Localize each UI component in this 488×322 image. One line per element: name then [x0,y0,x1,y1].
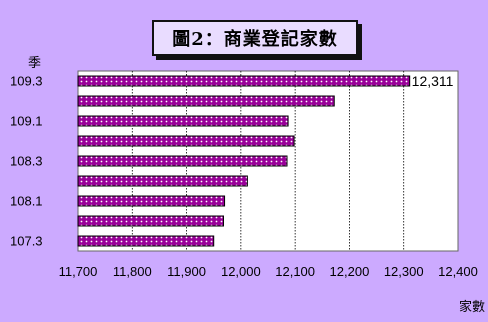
y-axis-title: 季 [28,55,41,70]
x-tick-label: 12,200 [330,264,370,279]
bar [77,135,295,147]
x-tick-label: 12,300 [384,264,424,279]
bar [77,235,215,247]
x-tick-label: 11,800 [113,264,152,279]
y-tick-label: 108.3 [10,154,43,169]
x-tick-label: 12,000 [221,264,261,279]
x-tick-label: 12,100 [275,264,315,279]
x-tick-label: 12,400 [438,264,478,279]
bar [77,95,335,107]
bar [77,75,411,87]
y-tick-label: 109.1 [10,114,43,129]
bar [77,195,226,207]
data-label: 12,311 [412,73,454,89]
x-tick-label: 11,700 [59,264,98,279]
x-tick-label: 11,900 [167,264,206,279]
bar [77,155,288,167]
y-tick-label: 109.3 [10,74,43,89]
x-axis-title: 家數 [459,299,485,314]
y-tick-label: 108.1 [10,194,43,209]
y-tick-label: 107.3 [10,234,43,249]
bar [77,175,248,187]
chart-title: 圖2：商業登記家數 [152,20,358,56]
bar [77,215,224,227]
bar [77,115,289,127]
